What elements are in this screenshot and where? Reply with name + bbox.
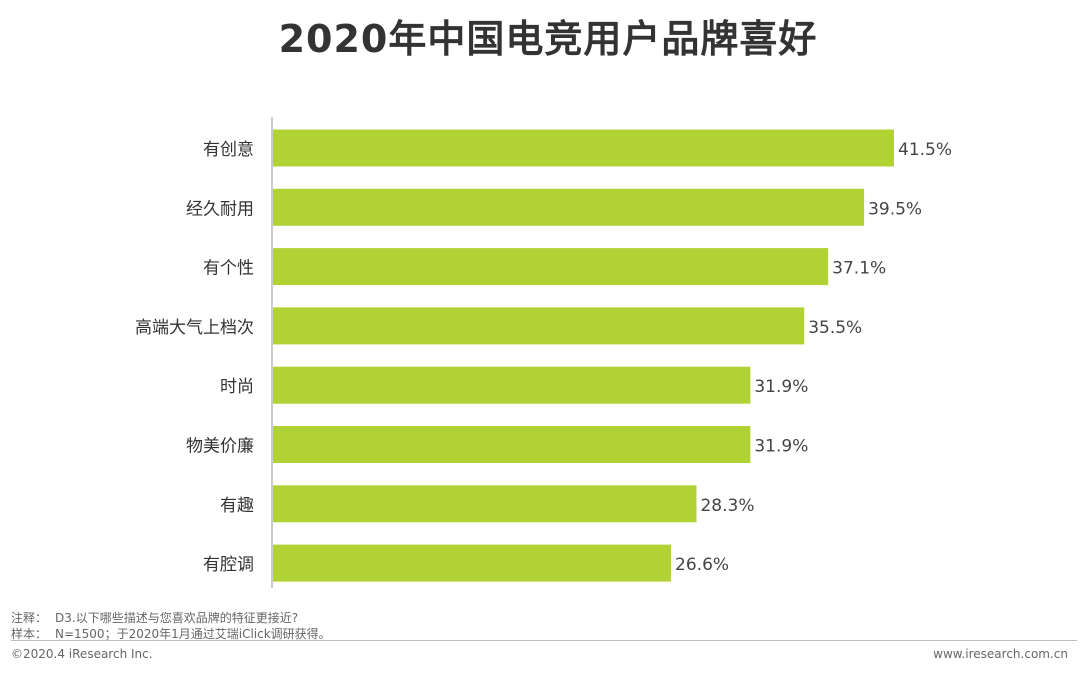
bar: [273, 426, 751, 463]
value-label: 31.9%: [754, 377, 808, 397]
category-label: 有趣: [220, 496, 254, 516]
value-label: 39.5%: [868, 199, 922, 219]
category-label: 有创意: [203, 140, 254, 160]
copyright-text: ©2020.4 iResearch Inc.: [11, 647, 153, 661]
bar: [273, 248, 829, 286]
bar-chart: 有创意 41.5% 经久耐用 39.5% 有个性 37.1% 高端大气上档次 35.5% 时尚 3…: [135, 117, 952, 588]
sample-row: 样本： N=1500；于2020年1月通过艾瑞iClick调研获得。: [11, 626, 331, 642]
value-label: 26.6%: [675, 555, 729, 575]
value-label: 35.5%: [808, 318, 862, 338]
category-label: 物美价廉: [186, 437, 254, 457]
category-label: 时尚: [220, 377, 254, 397]
bar: [273, 544, 672, 582]
chart-title: 2020年中国电竞用户品牌喜好: [278, 17, 818, 61]
category-label: 经久耐用: [186, 199, 254, 219]
category-label: 高端大气上档次: [135, 318, 254, 338]
sample-label: 样本：: [11, 627, 48, 641]
bar: [273, 307, 805, 345]
bar: [273, 485, 697, 523]
value-label: 41.5%: [898, 140, 952, 160]
value-label: 37.1%: [832, 259, 886, 279]
note-text: D3.以下哪些描述与您喜欢品牌的特征更接近?: [55, 611, 299, 625]
category-label: 有个性: [203, 259, 254, 279]
sample-text: N=1500；于2020年1月通过艾瑞iClick调研获得。: [55, 627, 331, 641]
chart-notes: 注释： D3.以下哪些描述与您喜欢品牌的特征更接近? 样本： N=1500；于202…: [11, 610, 331, 642]
note-label: 注释：: [11, 611, 48, 625]
bar: [273, 188, 865, 226]
note-row: 注释： D3.以下哪些描述与您喜欢品牌的特征更接近?: [11, 610, 331, 626]
bar: [273, 129, 894, 167]
bar: [273, 366, 751, 404]
footer-divider: [11, 640, 1077, 641]
value-label: 28.3%: [700, 496, 754, 516]
category-label: 有腔调: [203, 555, 254, 575]
website-link[interactable]: www.iresearch.com.cn: [933, 647, 1068, 661]
value-label: 31.9%: [754, 437, 808, 457]
